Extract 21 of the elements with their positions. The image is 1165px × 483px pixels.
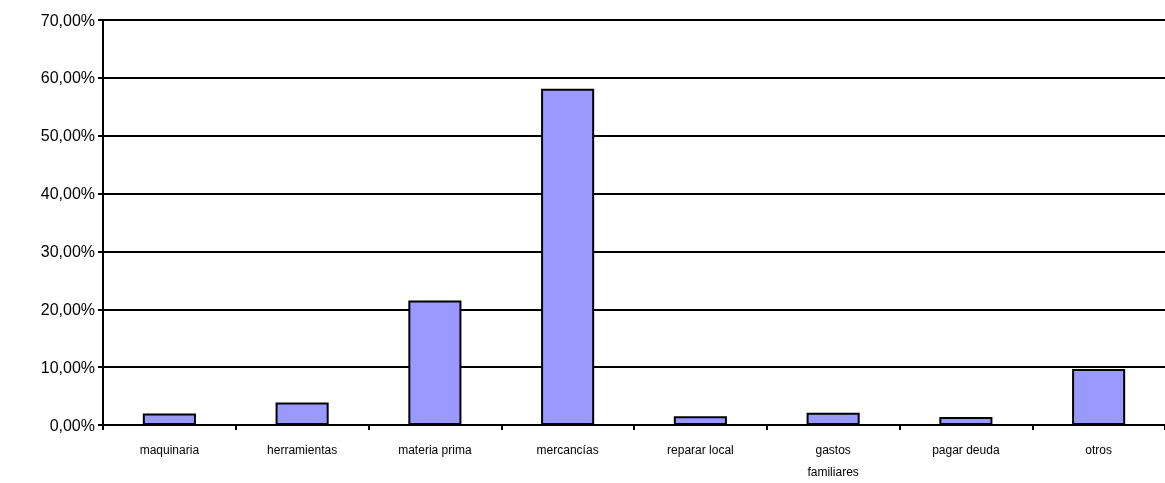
x-tick-label: herramientas (267, 443, 338, 457)
x-tick-label: maquinaria (139, 443, 200, 457)
x-tick-label: pagar deuda (932, 443, 1000, 457)
y-tick-label: 70,00% (40, 11, 95, 29)
y-tick-label: 60,00% (40, 69, 95, 87)
x-tick-label: gastos familiares (807, 443, 859, 479)
bar (275, 402, 329, 425)
bar (142, 413, 196, 425)
y-tick-label: 0,00% (49, 416, 95, 434)
x-tick-label: reparar local (667, 443, 734, 457)
y-tick-label: 30,00% (40, 242, 95, 260)
bar (673, 416, 727, 425)
y-tick-label: 10,00% (40, 358, 95, 376)
x-tick-label: materia prima (398, 443, 472, 457)
bar (806, 412, 860, 425)
bar (939, 416, 993, 425)
y-tick-label: 40,00% (40, 185, 95, 203)
y-tick-label: 20,00% (40, 300, 95, 318)
y-tick-label: 50,00% (40, 127, 95, 145)
x-tick-label: otros (1085, 443, 1112, 457)
x-tick-label: mercancías (536, 443, 599, 457)
